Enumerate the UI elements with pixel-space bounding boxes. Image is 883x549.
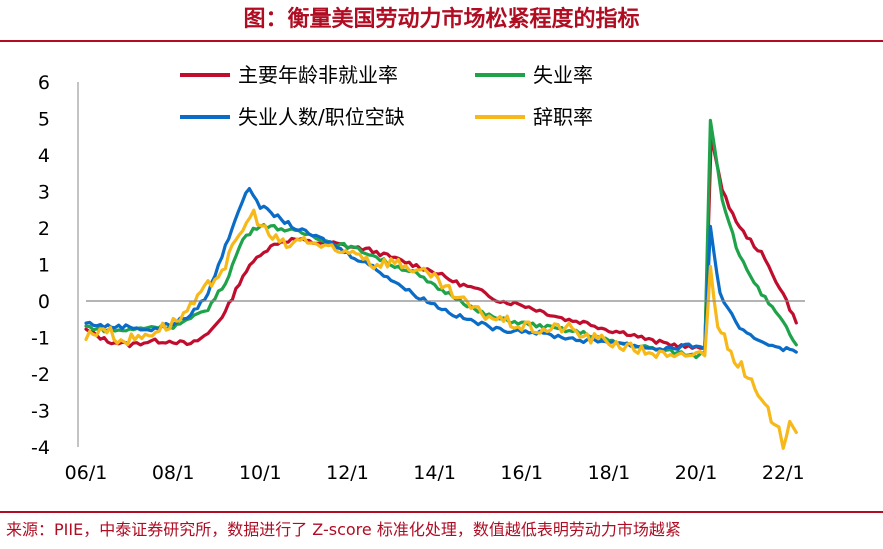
y-tick-label: -3 [31,401,50,423]
legend-label: 失业率 [533,63,593,87]
y-tick-label: -1 [31,328,50,350]
series-layer [84,118,798,450]
y-tick-label: 6 [38,72,50,94]
y-tick-label: 0 [38,291,50,313]
x-tick-label: 22/1 [762,462,805,484]
x-tick-label: 20/1 [675,462,718,484]
y-tick-label: -4 [31,437,50,459]
x-tick-label: 14/1 [413,462,456,484]
chart-title: 图：衡量美国劳动力市场松紧程度的指标 [0,0,883,42]
y-axis-ticks: 6 5 4 3 2 1 0 -1 -2 -3 -4 [31,72,50,459]
legend-label: 辞职率 [533,105,593,129]
x-tick-label: 12/1 [326,462,369,484]
y-tick-label: 3 [38,182,50,204]
y-tick-label: 4 [38,145,50,167]
series-line [84,187,798,354]
x-tick-label: 10/1 [239,462,282,484]
x-tick-label: 18/1 [588,462,631,484]
x-tick-label: 06/1 [65,462,108,484]
x-tick-label: 16/1 [500,462,543,484]
series-line [84,208,798,450]
legend-label: 失业人数/职位空缺 [238,105,405,129]
series-line [84,118,798,360]
legend-label: 主要年龄非就业率 [238,63,398,87]
y-tick-label: 1 [38,255,50,277]
source-note: 来源：PIIE，中泰证券研究所，数据进行了 Z-score 标准化处理，数值越低… [0,511,883,549]
y-tick-label: -2 [31,364,50,386]
y-tick-label: 5 [38,109,50,131]
y-tick-label: 2 [38,218,50,240]
line-chart: 6 5 4 3 2 1 0 -1 -2 -3 -4 06/1 08/1 10/1 12/1 14/1 16/1… [31,63,805,484]
x-axis-ticks: 06/1 08/1 10/1 12/1 14/1 16/1 18/1 20/1 22/1 [65,462,805,484]
x-tick-label: 08/1 [152,462,195,484]
